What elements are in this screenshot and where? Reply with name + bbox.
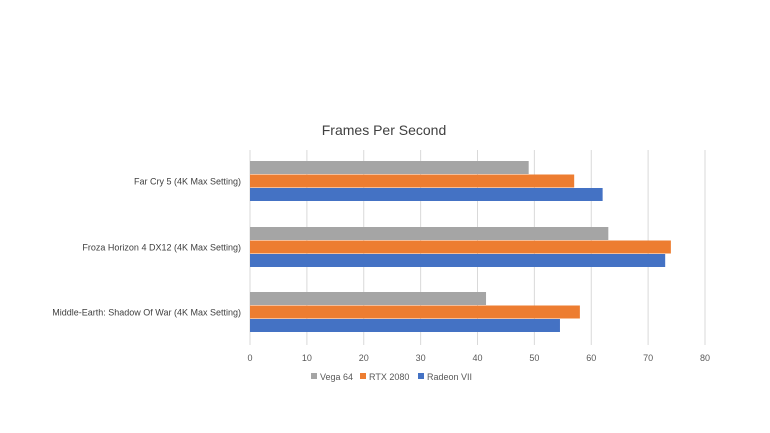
x-tick-label: 50 [529,353,539,363]
legend-swatch [418,373,424,379]
x-tick-label: 70 [643,353,653,363]
legend-label: Radeon VII [427,372,472,382]
x-tick-label: 20 [359,353,369,363]
legend-swatch [311,373,317,379]
x-tick-label: 0 [247,353,252,363]
category-label: Far Cry 5 (4K Max Setting) [134,176,241,186]
x-tick-label: 80 [700,353,710,363]
bar [250,319,560,332]
bars [250,161,671,332]
x-tick-label: 10 [302,353,312,363]
bar [250,254,666,267]
legend: Vega 64 RTX 2080 Radeon VII [311,372,472,382]
x-tick-label: 60 [586,353,596,363]
y-axis-categories: Far Cry 5 (4K Max Setting) Froza Horizon … [52,176,241,317]
x-tick-label: 30 [416,353,426,363]
bar [250,161,529,174]
bar [250,174,575,188]
legend-swatch [360,373,366,379]
bar [250,292,487,305]
x-tick-label: 40 [472,353,482,363]
x-axis-ticks: 0 10 20 30 40 50 60 70 80 [247,353,710,363]
legend-label: RTX 2080 [369,372,409,382]
bar [250,188,603,201]
category-label: Froza Horizon 4 DX12 (4K Max Setting) [82,242,241,252]
legend-label: Vega 64 [320,372,353,382]
category-label: Middle-Earth: Shadow Of War (4K Max Sett… [52,307,241,317]
bar [250,305,580,319]
bar [250,227,609,240]
bar [250,240,671,254]
chart-title: Frames Per Second [322,122,447,138]
